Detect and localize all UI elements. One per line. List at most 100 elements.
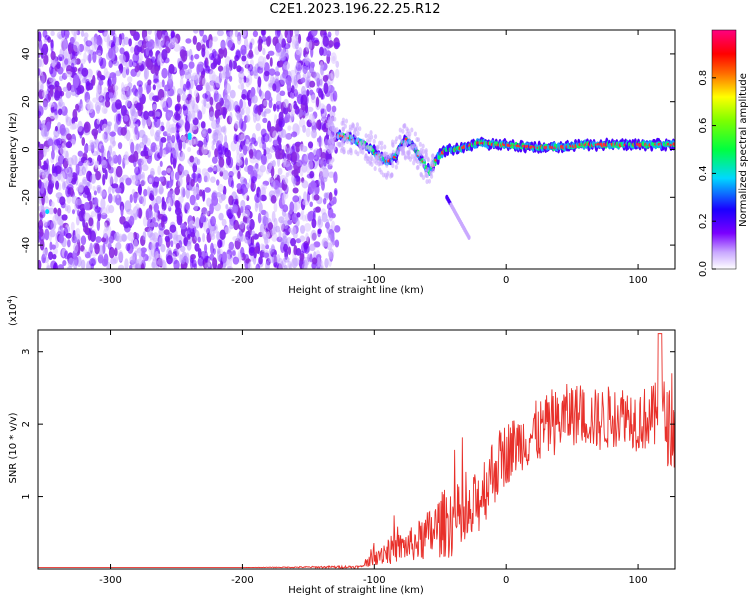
colorbar-tick-label: 0.6 bbox=[698, 118, 709, 134]
spectrogram-noise-cell bbox=[282, 243, 289, 253]
signal-halo-cell bbox=[343, 123, 347, 129]
spectrogram-noise-cell bbox=[330, 213, 336, 219]
spectrogram-noise-cell bbox=[306, 106, 314, 112]
signal-halo-cell bbox=[380, 140, 384, 146]
signal-halo-cell bbox=[364, 133, 368, 139]
spectrogram-noise-cell bbox=[146, 186, 151, 197]
spectrogram-noise-cell bbox=[304, 103, 309, 114]
spectrogram-noise-cell bbox=[167, 196, 172, 209]
spectrogram-noise-cell bbox=[92, 51, 97, 63]
spectrogram-noise-cell bbox=[326, 202, 332, 210]
spectrogram-noise-cell bbox=[198, 189, 203, 197]
spectrogram-noise-cell bbox=[108, 246, 115, 259]
spectrogram-noise-cell bbox=[194, 243, 200, 252]
spectrogram-noise-cell bbox=[108, 173, 114, 185]
spectrogram-noise-cell bbox=[161, 215, 168, 222]
signal-halo-cell bbox=[373, 166, 377, 172]
spectrogram-noise-cell bbox=[302, 124, 306, 133]
spectrogram-noise-cell bbox=[64, 58, 69, 65]
spectrogram-noise-cell bbox=[147, 79, 152, 86]
spectrogram-bright-cell bbox=[187, 135, 192, 141]
spectrogram-noise-cell bbox=[254, 201, 258, 213]
signal-halo-cell bbox=[399, 138, 404, 144]
spectrogram-noise-cell bbox=[106, 225, 112, 238]
spectrogram-noise-cell bbox=[190, 54, 194, 62]
spectrogram-noise-cell bbox=[98, 245, 104, 257]
spectrogram-noise-cell bbox=[283, 98, 289, 109]
spectrogram-noise-cell bbox=[142, 216, 148, 227]
spectrogram-noise-cell bbox=[305, 40, 310, 52]
spectrogram-noise-cell bbox=[210, 215, 217, 227]
spectrogram-noise-cell bbox=[59, 124, 66, 136]
spectrogram-noise-cell bbox=[335, 68, 340, 79]
spectrogram-noise-cell bbox=[216, 30, 224, 37]
spectrogram-noise-cell bbox=[93, 197, 98, 205]
spectrogram-noise-cell bbox=[65, 141, 73, 149]
spectrogram-noise-cell bbox=[272, 139, 279, 146]
spectrogram-noise-cell bbox=[234, 30, 239, 38]
spectrogram-noise-cell bbox=[98, 79, 104, 86]
spectrogram-noise-cell bbox=[113, 256, 119, 264]
signal-halo-cell bbox=[361, 149, 365, 155]
spectrogram-noise-cell bbox=[180, 186, 186, 198]
spectrogram-noise-cell bbox=[130, 46, 135, 53]
spectrogram-noise-cell bbox=[96, 84, 101, 94]
spectrogram-noise-cell bbox=[101, 159, 108, 169]
spectrogram-noise-cell bbox=[319, 65, 324, 76]
spectrogram-noise-cell bbox=[103, 67, 109, 77]
spectrogram-noise-cell bbox=[125, 177, 132, 186]
spectrogram-noise-cell bbox=[90, 173, 97, 184]
spectrogram-noise-cell bbox=[255, 122, 261, 132]
spectrogram-noise-cell bbox=[152, 186, 158, 197]
spectrogram-noise-cell bbox=[106, 121, 113, 127]
spectrogram-noise-cell bbox=[292, 177, 297, 187]
spectrogram-noise-cell bbox=[47, 173, 53, 182]
spectrogram-noise-cell bbox=[211, 119, 218, 130]
spectrogram-noise-cell bbox=[321, 93, 325, 100]
spectrogram-noise-cell bbox=[57, 264, 65, 269]
spectrogram-noise-cell bbox=[197, 256, 205, 267]
spectrogram-noise-cell bbox=[299, 166, 304, 177]
spectrogram-noise-cell bbox=[58, 97, 63, 107]
spectrogram-noise-cell bbox=[283, 61, 290, 71]
y-tick-label: 2 bbox=[21, 421, 32, 427]
spectrogram-noise-cell bbox=[152, 181, 159, 189]
spectrogram-noise-cell bbox=[322, 74, 329, 83]
colorbar: 0.0 0.2 0.4 0.6 0.8 Normalized spectral ampl… bbox=[698, 29, 749, 277]
spectrogram-noise-cell bbox=[196, 41, 202, 52]
spectrogram-noise-cell bbox=[199, 30, 204, 37]
spectrogram-noise-cell bbox=[41, 123, 46, 129]
spectrogram-noise-cell bbox=[240, 44, 247, 56]
spectrogram-noise-cell bbox=[117, 250, 124, 262]
spectrogram-noise-cell bbox=[302, 65, 309, 74]
spectrogram-noise-cell bbox=[218, 48, 224, 59]
spectrogram-noise-cell bbox=[159, 146, 163, 158]
spectrogram-noise-cell bbox=[317, 229, 321, 238]
spectrogram-noise-cell bbox=[317, 256, 321, 268]
spectrogram-noise-cell bbox=[174, 186, 181, 196]
spectrogram-noise-cell bbox=[225, 203, 229, 210]
spectrogram-noise-cell bbox=[262, 47, 266, 56]
spectrogram-noise-cell bbox=[103, 134, 109, 143]
spectrogram-noise-cell bbox=[238, 70, 245, 80]
signal-halo-cell bbox=[407, 150, 411, 156]
spectrogram-noise-cell bbox=[200, 213, 204, 224]
spectrogram-noise-cell bbox=[296, 93, 304, 105]
spectrogram-noise-cell bbox=[62, 260, 67, 267]
spectrogram-noise-cell bbox=[106, 37, 112, 50]
spectrogram-noise-cell bbox=[275, 66, 279, 73]
spectrogram-noise-cell bbox=[132, 96, 138, 104]
spectrogram-noise-cell bbox=[200, 121, 206, 129]
snr-y-ticks: 1 2 3 bbox=[21, 349, 675, 500]
spectrogram-noise-cell bbox=[310, 94, 317, 104]
spectrogram-noise-cell bbox=[184, 120, 191, 132]
signal-halo-cell bbox=[364, 153, 368, 159]
spectrogram-noise-cell bbox=[160, 244, 166, 253]
spectrogram-noise-cell bbox=[59, 170, 66, 183]
spectrogram-noise-cell bbox=[253, 164, 259, 174]
spectrogram-noise-cell bbox=[38, 110, 42, 117]
spectrogram-noise-cell bbox=[81, 166, 86, 176]
spectrogram-noise-cell bbox=[301, 180, 309, 189]
spectrogram-noise-cell bbox=[309, 243, 316, 252]
spectrogram-noise-cell bbox=[94, 160, 100, 168]
